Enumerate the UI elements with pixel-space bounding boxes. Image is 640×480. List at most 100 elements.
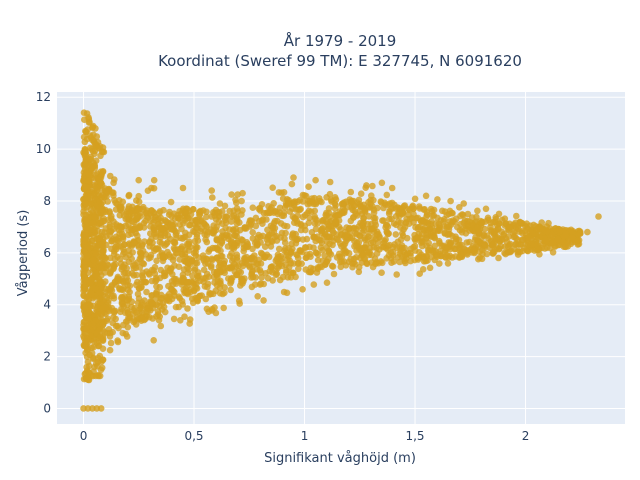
data-point — [106, 221, 114, 229]
data-point — [143, 207, 151, 214]
data-point — [186, 243, 194, 251]
data-point — [195, 254, 202, 261]
data-point — [355, 196, 363, 204]
data-point — [162, 218, 170, 225]
data-point — [89, 219, 97, 227]
data-point — [231, 232, 238, 239]
data-point — [474, 224, 481, 231]
data-point — [481, 240, 488, 247]
data-point — [167, 198, 175, 206]
data-point — [384, 246, 392, 254]
x-tick-label: 2 — [522, 429, 530, 443]
data-point — [268, 263, 275, 271]
chart-title-line1: År 1979 - 2019 — [284, 31, 397, 50]
data-point — [233, 239, 241, 247]
data-point — [126, 251, 133, 259]
data-point — [137, 253, 145, 260]
data-point — [269, 184, 277, 191]
data-point — [82, 211, 90, 219]
data-point — [420, 206, 428, 213]
data-point — [89, 267, 97, 274]
data-point — [153, 257, 160, 265]
data-point — [151, 270, 159, 278]
data-point — [148, 277, 156, 285]
data-point — [98, 181, 106, 188]
data-point — [326, 213, 333, 221]
data-point — [239, 236, 246, 244]
data-point — [108, 212, 115, 220]
data-point — [82, 200, 90, 208]
x-tick-label: 1 — [301, 429, 309, 443]
data-point — [388, 184, 396, 192]
data-point — [173, 229, 180, 237]
data-point — [98, 265, 105, 272]
data-point — [287, 248, 295, 255]
data-point — [157, 295, 164, 302]
data-point — [178, 243, 186, 250]
data-point — [523, 220, 530, 227]
data-point — [281, 239, 289, 246]
data-point — [163, 240, 170, 248]
y-axis-ticks: 0 2 4 6 8 10 12 — [36, 90, 51, 415]
data-point — [157, 231, 165, 239]
data-point — [260, 297, 267, 304]
data-point — [213, 235, 221, 243]
data-point — [82, 375, 90, 382]
data-point — [110, 308, 118, 315]
data-point — [485, 216, 492, 224]
data-point — [128, 270, 136, 277]
data-point — [204, 228, 212, 236]
data-point — [447, 197, 454, 205]
data-point — [125, 192, 132, 200]
data-point — [99, 218, 107, 225]
data-point — [326, 233, 334, 240]
data-point — [316, 195, 323, 202]
data-point — [330, 270, 338, 278]
data-point — [357, 219, 364, 227]
data-point — [325, 205, 333, 212]
data-point — [159, 253, 167, 261]
data-point — [92, 250, 99, 257]
data-point — [305, 219, 313, 227]
data-point — [414, 256, 422, 263]
y-tick-label: 12 — [36, 90, 51, 104]
data-point — [353, 247, 360, 254]
data-point — [460, 200, 468, 207]
data-point — [126, 241, 133, 249]
data-point — [137, 284, 145, 291]
data-point — [271, 217, 279, 225]
data-point — [226, 207, 233, 215]
data-point — [475, 237, 482, 245]
data-point — [218, 239, 226, 247]
data-point — [150, 185, 158, 192]
data-point — [342, 262, 350, 269]
data-point — [394, 204, 402, 211]
data-point — [314, 220, 321, 227]
data-point — [264, 275, 272, 282]
data-point — [128, 303, 135, 311]
data-point — [227, 286, 234, 294]
data-point — [157, 225, 165, 232]
data-point — [110, 225, 118, 232]
data-point — [259, 250, 266, 258]
data-point — [135, 198, 143, 206]
data-point — [516, 248, 524, 256]
data-point — [241, 225, 248, 232]
data-point — [108, 238, 116, 245]
data-point — [188, 295, 196, 303]
data-point — [99, 321, 107, 328]
data-point — [361, 236, 369, 243]
data-point — [257, 239, 264, 246]
data-point — [221, 289, 228, 297]
data-point — [104, 262, 112, 269]
data-point — [259, 232, 267, 240]
y-tick-label: 4 — [43, 298, 51, 312]
data-point — [313, 269, 321, 276]
data-point — [554, 235, 562, 243]
data-point — [227, 237, 235, 245]
data-point — [297, 247, 305, 255]
data-point — [239, 189, 246, 197]
data-point — [482, 205, 490, 213]
data-point — [548, 231, 556, 238]
data-point — [124, 297, 131, 304]
